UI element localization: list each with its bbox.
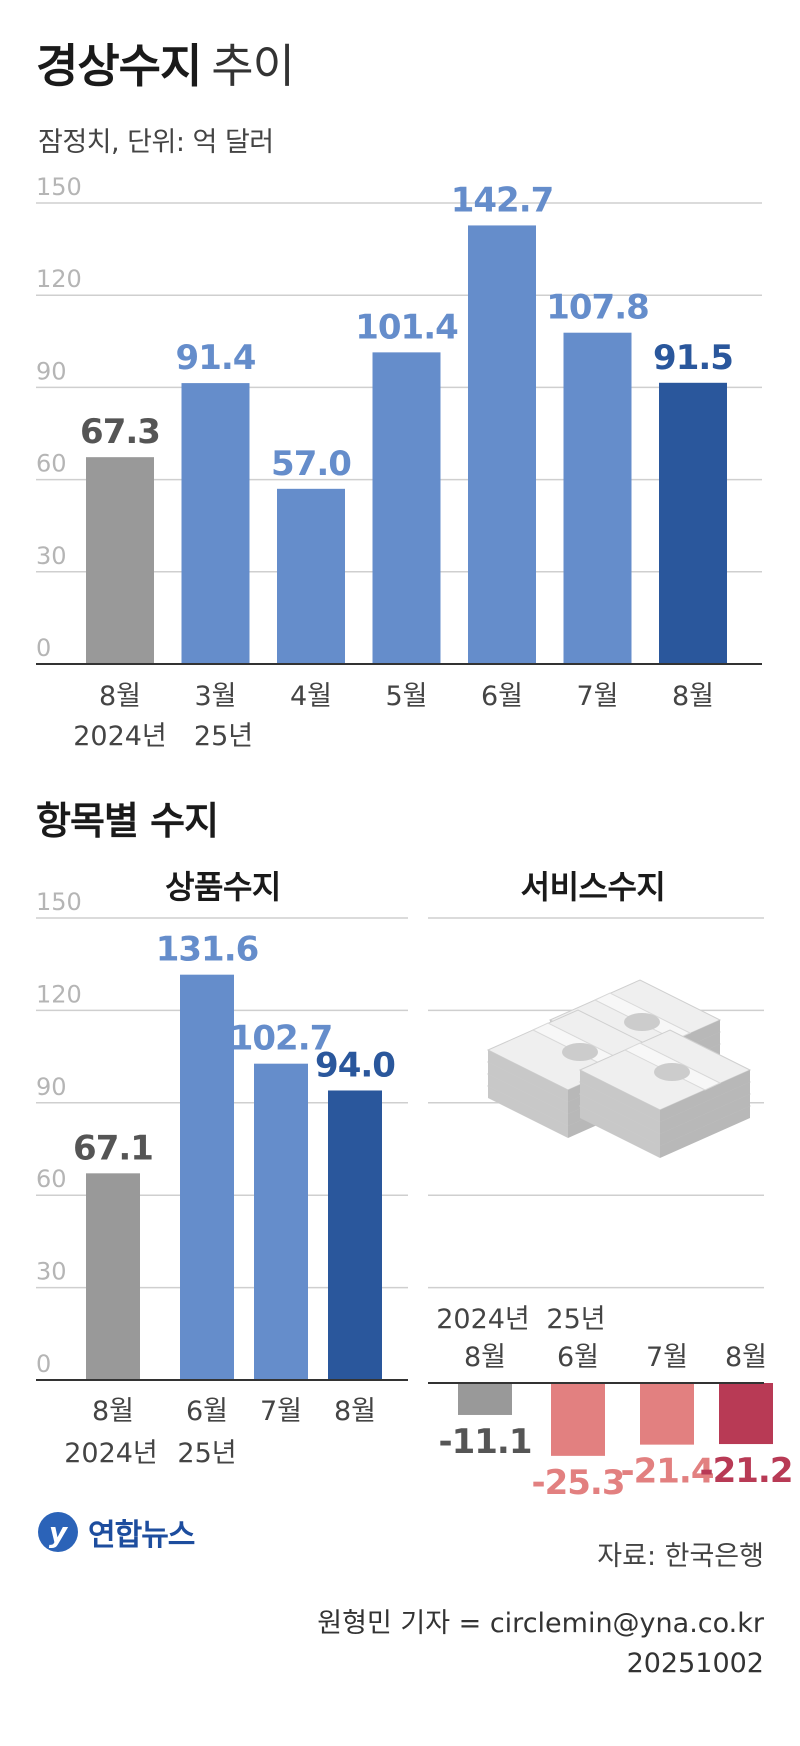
data-label: -11.1: [439, 1422, 532, 1462]
bar: [468, 225, 536, 664]
bar: [328, 1090, 382, 1380]
bar: [551, 1383, 605, 1456]
bar: [86, 1173, 140, 1380]
x-tick-label: 8월: [672, 681, 714, 712]
y-tick-label: 60: [36, 450, 67, 478]
credit-block: 원형민 기자 = circlemin@yna.co.kr 20251002: [317, 1604, 764, 1684]
y-tick-label: 150: [36, 888, 82, 916]
bar: [659, 382, 727, 664]
bill-edge: [660, 1070, 750, 1122]
data-label: 67.3: [80, 412, 160, 452]
y-tick-label: 60: [36, 1165, 67, 1193]
bill-edge: [580, 1106, 660, 1158]
x-tick-sublabel: 25년: [177, 1438, 236, 1469]
x-tick-label: 6월: [481, 681, 523, 712]
data-label: 131.6: [156, 930, 259, 970]
bar: [719, 1383, 773, 1445]
bar: [254, 1063, 308, 1380]
x-tick-label: 8월: [99, 681, 141, 712]
bar: [86, 457, 154, 664]
bill-edge: [660, 1094, 750, 1146]
x-tick-label: 5월: [385, 681, 427, 712]
data-label: 91.5: [653, 338, 733, 378]
title-light: 추이: [211, 39, 295, 93]
data-label: 94.0: [315, 1045, 395, 1085]
source-text: 자료: 한국은행: [597, 1541, 764, 1572]
bill-edge: [488, 1050, 568, 1102]
yonhap-logo-icon: y: [38, 1512, 78, 1552]
y-tick-label: 90: [36, 1073, 67, 1101]
data-label: 142.7: [451, 180, 554, 220]
bar: [458, 1383, 512, 1415]
bar: [181, 383, 250, 664]
x-tick-label: 6월: [557, 1342, 599, 1373]
item-balance-charts: 0 30 60 90 120 150 67.1 8월 2024년 131.6 6월 25년 102.7 7…: [36, 888, 794, 1500]
x-tick-label: 7월: [260, 1396, 302, 1427]
subtitle: 잠정치, 단위: 억 달러: [38, 127, 274, 158]
x-tick-sublabel: 2024년: [436, 1304, 530, 1335]
x-tick-label: 7월: [646, 1342, 688, 1373]
x-tick-label: 4월: [290, 681, 332, 712]
credit-text: 원형민 기자 = circlemin@yna.co.kr: [317, 1608, 764, 1639]
data-label: 91.4: [176, 338, 256, 378]
bill-portrait: [654, 1063, 690, 1081]
data-label: 102.7: [230, 1019, 333, 1059]
x-tick-label: 8월: [464, 1342, 506, 1373]
section-title: 항목별 수지: [36, 799, 219, 843]
bill-edge: [488, 1062, 568, 1114]
x-tick-sublabel: 2024년: [73, 721, 167, 752]
x-tick-label: 7월: [576, 681, 618, 712]
bar: [180, 974, 234, 1380]
y-tick-label: 120: [36, 265, 82, 293]
x-tick-label: 8월: [92, 1396, 134, 1427]
data-label: -21.4: [621, 1452, 714, 1492]
y-tick-label: 150: [36, 173, 82, 201]
bill-portrait: [624, 1013, 660, 1031]
y-tick-label: 90: [36, 357, 67, 385]
y-tick-label: 0: [36, 634, 51, 662]
bill-portrait: [562, 1043, 598, 1061]
yonhap-logo: y 연합뉴스: [38, 1510, 195, 1554]
bill-edge: [488, 1074, 568, 1126]
current-account-chart: 0 30 60 90 120 150 67.3 8월 2024년 91.4 3월 25년 57.0 4월 1…: [36, 173, 762, 752]
bill-edge: [488, 1086, 568, 1138]
x-tick-label: 3월: [194, 681, 236, 712]
x-tick-sublabel: 25년: [194, 721, 253, 752]
x-tick-label: 8월: [725, 1342, 767, 1373]
y-tick-label: 30: [36, 542, 67, 570]
x-tick-sublabel: 2024년: [64, 1438, 158, 1469]
bill-edge: [580, 1082, 660, 1134]
bill-edge: [660, 1106, 750, 1158]
y-tick-label: 30: [36, 1258, 67, 1286]
money-stack-illustration: [486, 979, 752, 1158]
bill-edge: [660, 1082, 750, 1134]
y-tick-label: 120: [36, 980, 82, 1008]
date-text: 20251002: [626, 1648, 764, 1679]
data-label: 67.1: [73, 1128, 153, 1168]
goods-panel-title: 상품수지: [165, 868, 281, 906]
page-title: 경상수지 추이: [36, 30, 295, 96]
x-tick-label: 6월: [186, 1396, 228, 1427]
data-label: 57.0: [271, 444, 351, 484]
data-label: 101.4: [355, 307, 458, 347]
bar: [372, 352, 441, 664]
bill-edge: [580, 1094, 660, 1146]
data-label: -21.2: [700, 1451, 793, 1491]
y-tick-label: 0: [36, 1350, 51, 1378]
x-tick-sublabel: 25년: [546, 1304, 605, 1335]
bar: [277, 488, 345, 664]
logo-text: 연합뉴스: [88, 1518, 195, 1553]
services-panel-title: 서비스수지: [520, 868, 666, 906]
data-label: 107.8: [546, 288, 649, 328]
bar: [640, 1383, 694, 1445]
bill-edge: [580, 1070, 660, 1122]
bar: [563, 332, 632, 664]
title-bold: 경상수지: [36, 39, 202, 93]
x-tick-label: 8월: [334, 1396, 376, 1427]
data-label: -25.3: [532, 1463, 625, 1500]
